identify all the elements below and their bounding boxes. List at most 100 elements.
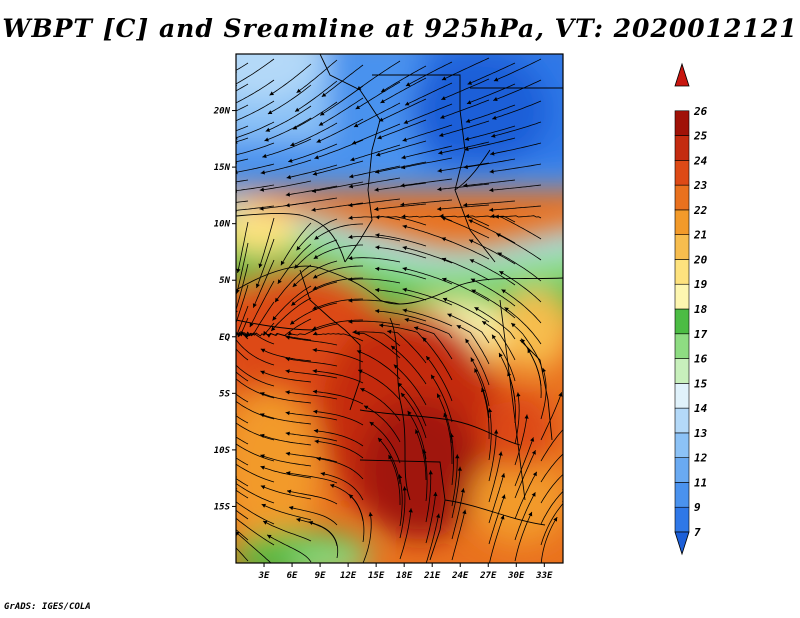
colorbar-label: 13 [694,427,708,440]
streamline [474,368,490,419]
streamline [514,414,528,466]
streamline [437,204,490,210]
streamline [236,305,249,336]
streamline [353,102,401,128]
streamline-arrow [232,101,237,105]
streamline-arrow [285,431,290,436]
streamline [313,410,364,426]
streamline [430,374,453,423]
streamline [285,452,338,463]
streamline [464,137,516,151]
streamline [319,85,364,116]
streamline [348,494,365,543]
colorbar-segment [674,283,690,310]
lon-tick-label: 9E [315,571,326,581]
streamline-arrow [231,331,235,335]
streamline [380,77,427,104]
streamline [252,259,275,308]
streamline [262,520,312,542]
streamline-arrow [493,77,499,82]
streamline-arrow [490,151,495,156]
streamline [259,180,312,191]
streamline [374,182,427,191]
streamline [236,137,249,143]
colorbar-segment [674,184,690,211]
streamline-arrow [401,155,406,160]
lon-tick-label: 6E [287,571,298,581]
colorbar-label: 11 [694,476,707,489]
streamline [236,483,275,504]
streamline-arrow [532,471,537,477]
streamline-arrow [501,289,506,294]
streamline [439,120,490,137]
streamline [514,511,533,562]
streamline-arrow [267,110,273,114]
lat-tick-label: EQ [219,333,230,343]
streamline [540,502,563,546]
streamline [489,514,505,563]
streamline [356,350,401,380]
streamline-arrow [348,494,354,499]
streamline [380,65,427,93]
streamline-arrow [231,332,235,337]
streamline [285,197,338,207]
streamline-arrow [426,356,431,361]
streamline-arrow [391,345,396,350]
streamline-arrow [231,507,236,511]
streamline [292,260,338,288]
streamline-arrow [489,169,494,174]
streamline-arrow [465,338,470,344]
streamline [314,440,364,459]
streamline [399,486,406,539]
streamlines [231,57,563,563]
streamline [465,104,516,123]
streamline [441,78,490,100]
streamline [236,338,275,366]
colorbar-segment [674,407,690,434]
streamline-arrow [393,364,399,369]
streamline [318,97,364,126]
streamline [236,163,275,173]
streamline-arrow [497,252,503,257]
streamline [464,125,516,141]
streamline [494,216,542,240]
lon-tick-label: 15E [368,571,385,581]
streamline-arrow [312,305,317,310]
streamline-arrow [286,175,291,180]
streamline-arrow [402,266,407,272]
streamline [514,392,520,445]
streamline-arrow [462,509,467,515]
streamline [260,485,312,500]
streamline [488,408,492,461]
streamline-arrow [348,277,353,282]
streamline [377,437,401,485]
streamline [375,161,427,173]
streamline-arrow [401,165,406,170]
streamline [285,370,338,379]
streamline-arrow [499,271,504,276]
country-boundaries [236,54,563,561]
streamline [375,246,427,259]
streamline-arrow [464,146,469,152]
streamline [285,358,338,367]
streamline-arrow [467,80,473,85]
streamline-arrow [285,192,290,197]
streamline [236,463,275,483]
streamline [470,278,516,307]
grads-credit: GrADS: IGES/COLA [4,602,91,612]
streamline [400,157,453,169]
streamline-arrow [501,473,506,478]
streamline [402,124,453,142]
streamline [375,289,427,301]
streamline-arrow [260,370,265,375]
streamline-arrow [553,517,558,522]
streamline [375,310,427,322]
streamline [397,382,427,427]
colorbar-label: 16 [694,353,708,366]
streamline [296,59,338,94]
streamline-arrow [285,411,290,416]
streamline [314,139,364,159]
streamline-arrow [436,513,441,518]
streamline [236,547,249,562]
